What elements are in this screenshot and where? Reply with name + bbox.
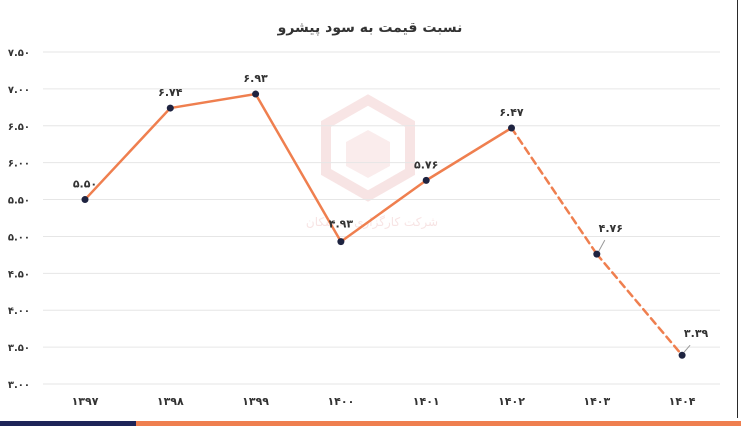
x-tick-label: ۱۴۰۱ [413, 395, 440, 408]
data-point [508, 124, 515, 132]
line-segment [339, 179, 428, 243]
series-markers [81, 90, 686, 359]
x-axis-ticks: ۱۳۹۷ ۱۳۹۸ ۱۳۹۹ ۱۴۰۰ ۱۴۰۱ ۱۴۰۲ ۱۴۰۳ ۱۴۰۴ [72, 395, 696, 408]
y-tick-label: ۳.۵۰ [8, 343, 30, 354]
series-line [83, 92, 684, 357]
data-label: ۴.۷۶ [599, 222, 623, 235]
y-tick-label: ۴.۵۰ [8, 269, 30, 280]
data-label-leader [683, 344, 691, 353]
watermark-hexagon-icon [321, 94, 415, 202]
x-tick-label: ۱۳۹۹ [242, 395, 269, 408]
forecast-line-segment [510, 126, 599, 256]
data-label: ۳.۳۹ [684, 327, 709, 340]
x-tick-label: ۱۴۰۲ [498, 395, 525, 408]
line-segment [83, 106, 172, 201]
y-tick-label: ۷.۵۰ [8, 48, 30, 59]
forecast-line-segment [595, 252, 684, 357]
data-point [252, 90, 260, 98]
data-point [678, 351, 686, 359]
data-label: ۴.۹۳ [329, 218, 354, 231]
data-label-leader [598, 239, 606, 252]
y-tick-label: ۶.۰۰ [8, 159, 30, 170]
watermark-text: شرکت کارگزاری ... سکان [306, 215, 438, 230]
watermark-cube-icon [346, 130, 390, 178]
line-segment [169, 92, 257, 110]
x-tick-label: ۱۳۹۸ [157, 395, 184, 408]
data-label: ۶.۹۳ [243, 72, 268, 85]
watermark-logo: شرکت کارگزاری ... سکان [306, 94, 438, 230]
data-label: ۶.۴۷ [499, 106, 524, 119]
y-tick-label: ۵.۰۰ [8, 232, 30, 243]
data-point [422, 176, 430, 184]
x-tick-label: ۱۳۹۷ [72, 395, 99, 408]
footer-bar-accent [136, 421, 741, 426]
x-tick-label: ۱۴۰۴ [669, 395, 696, 408]
data-point [593, 250, 601, 258]
y-tick-label: ۶.۵۰ [8, 122, 30, 133]
y-tick-label: ۳.۰۰ [8, 380, 30, 391]
chart-title: نسبت قیمت به سود پیشرو [277, 20, 463, 36]
data-label: ۵.۵۰ [73, 178, 97, 191]
line-segment [254, 92, 343, 243]
y-tick-label: ۷.۰۰ [8, 85, 30, 96]
x-tick-label: ۱۴۰۰ [327, 395, 354, 408]
data-label: ۵.۷۶ [414, 158, 438, 171]
line-segment [424, 126, 513, 182]
data-point [337, 238, 345, 246]
y-axis-ticks: ۳.۰۰ ۳.۵۰ ۴.۰۰ ۴.۵۰ ۵.۰۰ ۵.۵۰ ۶.۰۰ ۶.۵۰ ۷.۰۰ ۷.۵۰ [8, 48, 30, 391]
data-point [81, 196, 89, 204]
data-point [166, 104, 174, 112]
y-tick-label: ۴.۰۰ [8, 306, 30, 317]
data-label: ۶.۷۴ [158, 86, 183, 99]
x-tick-label: ۱۴۰۳ [583, 395, 610, 408]
y-tick-label: ۵.۵۰ [8, 196, 30, 207]
data-labels: ۵.۵۰ ۶.۷۴ ۶.۹۳ ۴.۹۳ ۵.۷۶ ۶.۴۷ ۴.۷۶ ۳.۳۹ [73, 72, 709, 353]
footer-bar-dark [0, 421, 136, 426]
grid-lines [43, 51, 720, 385]
right-border-line [737, 0, 738, 418]
